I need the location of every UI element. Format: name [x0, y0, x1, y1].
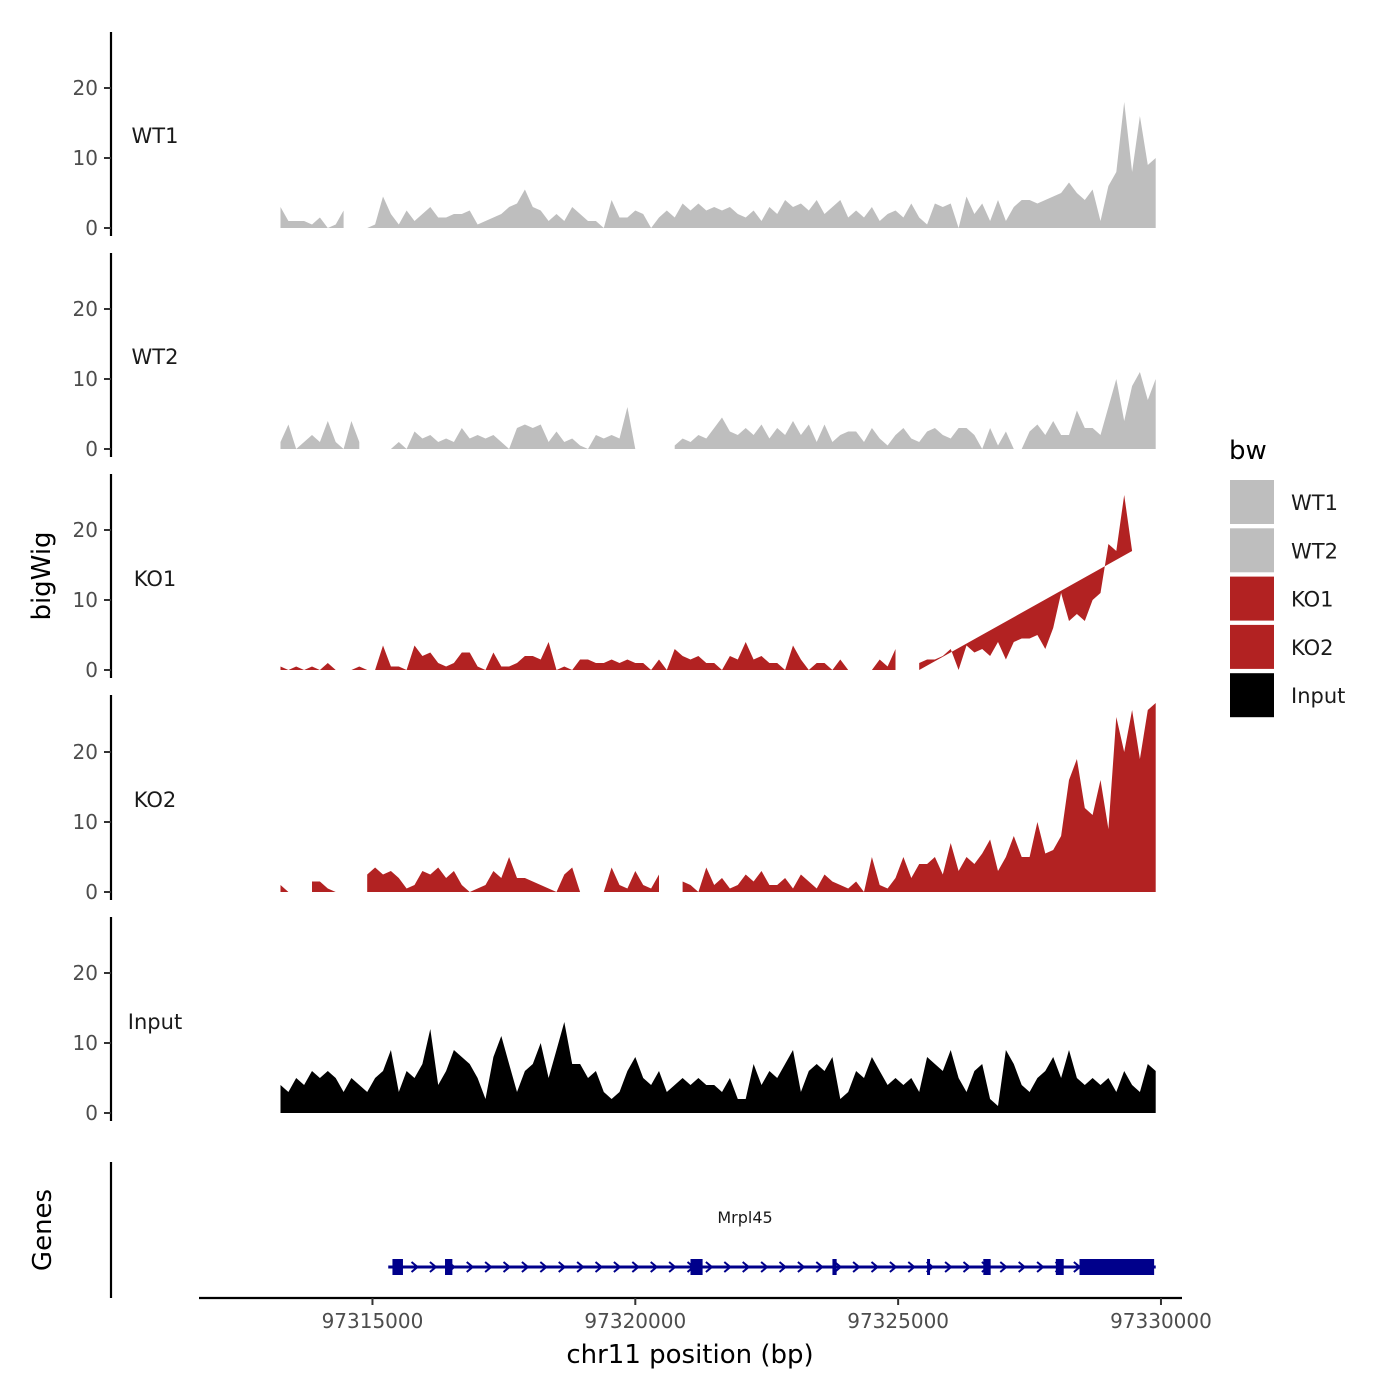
strand-arrow: [907, 1261, 916, 1273]
legend-key-input: [1230, 673, 1274, 718]
gene-model: [388, 1259, 1156, 1275]
y-tick-label-ko1-10: 10: [73, 588, 98, 612]
gene-exon-6: [983, 1259, 991, 1275]
strand-arrow: [778, 1261, 788, 1273]
y-tick-label-wt2-20: 20: [73, 297, 98, 321]
x-axis-title: chr11 position (bp): [566, 1340, 813, 1370]
legend-key-ko1: [1230, 576, 1274, 621]
strand-arrow: [539, 1261, 548, 1273]
x-tick-label-97315000: 97315000: [322, 1309, 424, 1333]
strand-arrow: [852, 1261, 861, 1273]
legend-label-input: Input: [1291, 684, 1345, 708]
y-tick-label-ko1-20: 20: [73, 518, 98, 542]
strand-arrow: [576, 1261, 585, 1273]
strand-arrow: [594, 1261, 604, 1273]
legend-label-ko1: KO1: [1291, 588, 1334, 612]
track-label-ko1: KO1: [134, 567, 177, 591]
x-axis: chr11 position (bp) 97315000 97320000 9732…: [199, 1296, 1212, 1370]
strand-arrow: [944, 1261, 953, 1273]
strand-arrow: [1018, 1261, 1027, 1273]
strand-arrow: [668, 1261, 677, 1273]
strand-arrow: [889, 1261, 898, 1273]
y-tick-label-input-20: 20: [73, 961, 98, 985]
track-panel-ko2: KO2 0 10 20: [73, 695, 1156, 904]
y-tick-label-ko2-0: 0: [85, 880, 98, 904]
legend-key-wt1: [1230, 480, 1274, 524]
strand-arrow: [521, 1261, 530, 1273]
y-tick-label-input-0: 0: [85, 1101, 98, 1125]
strand-arrow: [466, 1261, 475, 1273]
y-tick-label-ko1-0: 0: [85, 658, 98, 682]
coverage-area-wt2: [280, 372, 1156, 449]
track-label-ko2: KO2: [134, 788, 177, 812]
gene-exon-4: [832, 1259, 837, 1275]
gene-panel: Genes Mrpl45: [28, 1162, 1156, 1298]
strand-arrow: [558, 1261, 567, 1273]
strand-arrow: [870, 1261, 880, 1273]
strand-arrow: [723, 1261, 732, 1273]
strand-arrow: [999, 1261, 1008, 1273]
legend-label-ko2: KO2: [1291, 636, 1334, 660]
legend-title: bw: [1229, 436, 1267, 466]
strand-arrow: [797, 1261, 806, 1273]
strand-arrow: [834, 1261, 843, 1273]
y-tick-label-wt1-20: 20: [73, 76, 98, 100]
strand-arrow: [613, 1261, 622, 1273]
track-panel-ko1: KO1 0 10 20: [73, 474, 1133, 682]
track-panel-wt2: WT2 0 10 20: [73, 253, 1156, 461]
x-tick-label-97330000: 97330000: [1110, 1309, 1212, 1333]
coverage-area-ko1: [280, 495, 1133, 670]
strand-arrow: [429, 1261, 438, 1273]
strand-arrow: [502, 1261, 512, 1273]
gene-exon-8: [1079, 1259, 1155, 1275]
legend-key-ko2: [1230, 624, 1274, 669]
legend: bw WT1 WT2 KO1 KO2 Input: [1229, 436, 1345, 718]
y-axis-title: bigWig: [27, 531, 57, 620]
strand-arrow: [484, 1261, 493, 1273]
track-panel-wt1: WT1 0 10 20: [73, 32, 1156, 240]
strand-arrow: [705, 1261, 714, 1273]
strand-arrow: [760, 1261, 769, 1273]
y-tick-label-wt1-10: 10: [73, 146, 98, 170]
strand-arrow: [1036, 1261, 1045, 1273]
x-tick-label-97325000: 97325000: [847, 1309, 949, 1333]
y-tick-label-wt2-0: 0: [85, 437, 98, 461]
strand-arrow: [742, 1261, 751, 1273]
y-tick-label-ko2-10: 10: [73, 810, 98, 834]
y-tick-label-input-10: 10: [73, 1031, 98, 1055]
gene-label: Mrpl45: [717, 1208, 772, 1227]
gene-exon-2: [445, 1259, 453, 1275]
genes-axis-title: Genes: [28, 1189, 58, 1271]
strand-arrow: [631, 1261, 640, 1273]
legend-label-wt1: WT1: [1291, 491, 1338, 515]
y-tick-label-wt1-0: 0: [85, 216, 98, 240]
track-label-wt2: WT2: [132, 345, 179, 369]
legend-key-wt2: [1230, 528, 1274, 573]
coverage-area-input: [280, 1022, 1156, 1113]
gene-exon-1: [392, 1259, 403, 1275]
strand-arrow: [410, 1261, 420, 1273]
x-tick-label-97320000: 97320000: [584, 1309, 686, 1333]
y-tick-label-wt2-10: 10: [73, 367, 98, 391]
strand-arrow: [962, 1261, 972, 1273]
gene-exon-5: [927, 1259, 931, 1275]
gene-exon-3: [690, 1259, 703, 1275]
strand-arrow: [650, 1261, 659, 1273]
track-panel-input: Input 0 10 20: [73, 917, 1156, 1125]
gene-exon-7: [1055, 1259, 1064, 1275]
coverage-area-ko2: [280, 703, 1156, 892]
legend-label-wt2: WT2: [1291, 539, 1338, 563]
coverage-area-wt1: [280, 102, 1156, 228]
strand-arrow: [815, 1261, 824, 1273]
track-label-input: Input: [128, 1010, 182, 1034]
y-tick-label-ko2-20: 20: [73, 740, 98, 764]
track-label-wt1: WT1: [132, 124, 179, 148]
